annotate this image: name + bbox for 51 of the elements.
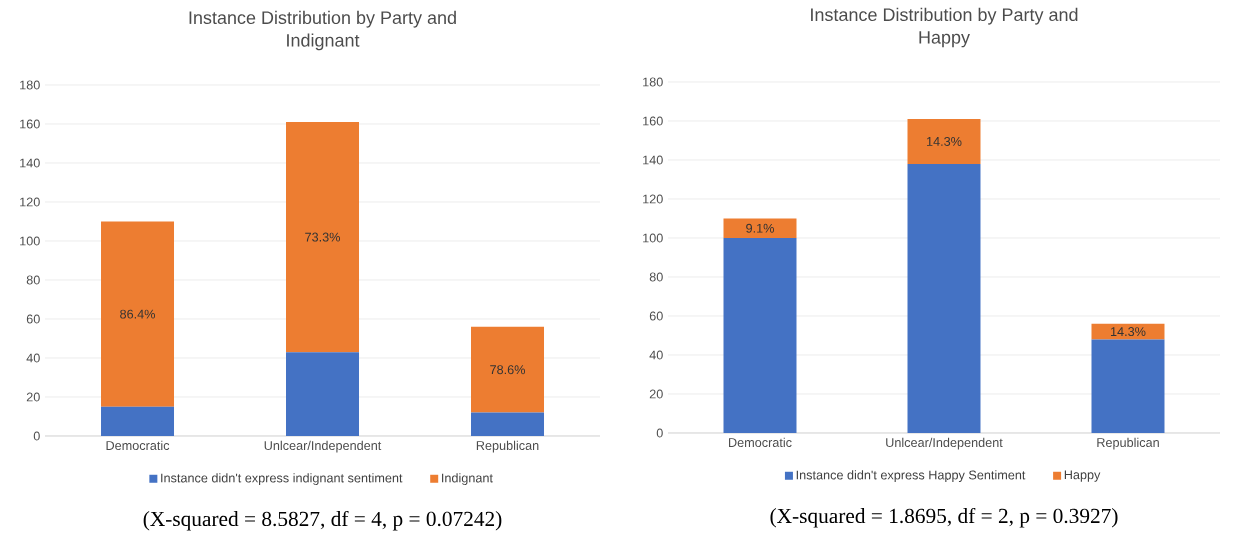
bar: [471, 412, 545, 436]
bar: [286, 352, 360, 436]
legend-label: Indignant: [442, 473, 493, 485]
y-tick-label: 20: [649, 389, 663, 399]
bar: [471, 326, 545, 413]
legend-label: Instance didn't express Happy Sentiment: [796, 470, 1026, 482]
y-tick-label: 100: [20, 236, 40, 246]
legend-label: Happy: [1064, 470, 1101, 482]
chart-title: Instance Distribution by Party and Happy: [811, 7, 1078, 48]
y-tick-label: 80: [649, 272, 663, 282]
annotation: 14.3%: [927, 136, 962, 146]
y-tick-label: 160: [643, 116, 663, 126]
y-tick-label: 120: [20, 197, 40, 207]
x-tick-label: Democratic: [729, 437, 792, 447]
y-tick-label: 0: [33, 431, 40, 441]
x-tick-label: Unlcear/Independent: [886, 437, 1003, 450]
annotation: 86.4%: [120, 309, 156, 319]
y-tick-label: 140: [20, 158, 40, 168]
y-tick-label: 160: [20, 119, 40, 129]
bar: [286, 122, 360, 353]
annotation: 73.3%: [305, 232, 341, 242]
y-tick-label: 100: [643, 233, 663, 243]
y-tick-label: 60: [26, 314, 40, 324]
bar: [101, 406, 175, 436]
bar: [101, 221, 175, 407]
y-tick-label: 0: [656, 428, 663, 438]
text: (X-squared = 8.5827, df = 4, p = 0.07242): [143, 510, 502, 531]
x-tick-label: Republican: [1097, 437, 1159, 450]
x-tick-label: Democratic: [106, 440, 170, 450]
text: (X-squared = 1.8695, df = 2, p = 0.3927): [770, 507, 1118, 528]
y-tick-label: 180: [643, 77, 663, 87]
legend-label: Instance didn't express indignant sentiment: [161, 473, 403, 485]
y-tick-label: 20: [26, 392, 40, 402]
annotation: 9.1%: [746, 223, 774, 233]
bar: [907, 119, 981, 164]
y-tick-label: 120: [643, 194, 663, 204]
x-tick-label: Unlcear/Independent: [264, 440, 382, 453]
annotation: 78.6%: [490, 365, 526, 375]
x-tick-label: Republican: [476, 440, 539, 453]
annotation: 14.3%: [1111, 327, 1146, 337]
bar: [907, 163, 981, 433]
bar: [723, 237, 797, 433]
y-tick-label: 80: [26, 275, 40, 285]
chart-title: Instance Distribution by Party and Indignant: [189, 10, 456, 51]
bar: [1091, 339, 1165, 433]
bar: [723, 218, 797, 238]
y-tick-label: 40: [649, 350, 663, 360]
y-tick-label: 140: [643, 155, 663, 165]
y-tick-label: 180: [20, 80, 40, 90]
y-tick-label: 40: [26, 353, 40, 363]
y-tick-label: 60: [649, 311, 663, 321]
